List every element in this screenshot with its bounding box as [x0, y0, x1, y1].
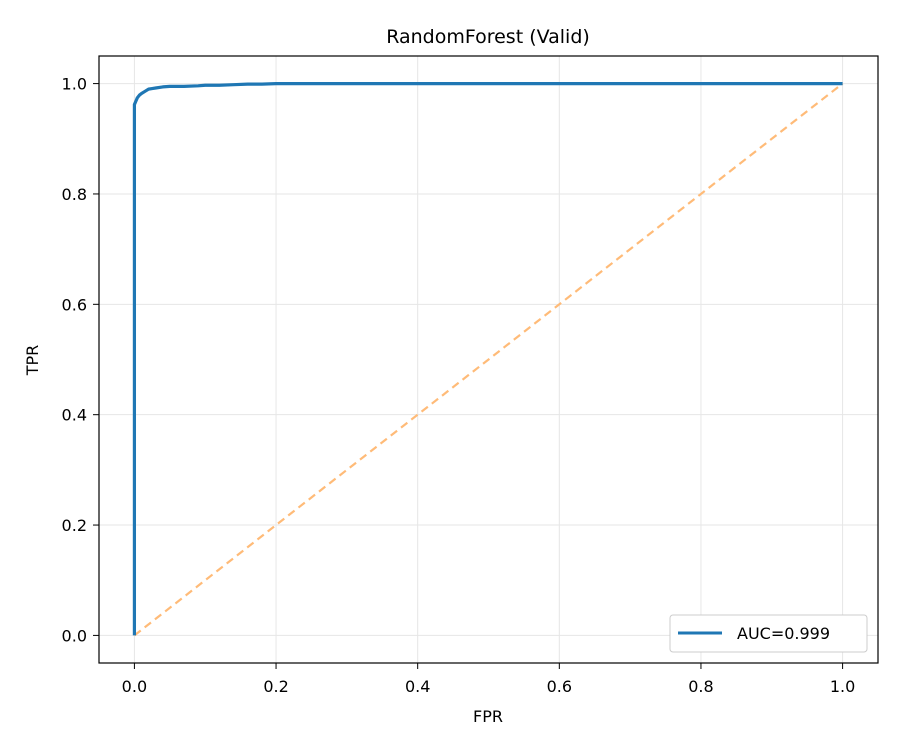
y-tick-label: 0.2	[62, 516, 87, 535]
legend-label: AUC=0.999	[737, 624, 830, 643]
x-tick-label: 1.0	[830, 677, 855, 696]
x-tick-label: 0.0	[122, 677, 147, 696]
x-tick-label: 0.4	[405, 677, 430, 696]
roc-curve-line	[132, 81, 843, 636]
y-tick-label: 0.8	[62, 185, 87, 204]
y-tick-label: 0.4	[62, 406, 87, 425]
legend: AUC=0.999	[669, 614, 868, 653]
x-axis-label: FPR	[473, 707, 503, 726]
plot-area	[132, 81, 844, 637]
x-tick-label: 0.8	[688, 677, 713, 696]
x-tick-label: 0.2	[263, 677, 288, 696]
y-tick-label: 0.6	[62, 295, 87, 314]
legend-box	[669, 614, 868, 653]
chart-title: RandomForest (Valid)	[386, 26, 590, 48]
plot-frame	[98, 55, 879, 664]
y-axis-label: TPR	[23, 345, 42, 377]
y-tick-label: 1.0	[62, 75, 87, 94]
x-tick-label: 0.6	[547, 677, 572, 696]
axis-ticks: 0.0 0.2 0.4 0.6 0.8 1.0 0.0 0.2 0.4 0.6 0.8 1.0	[62, 75, 856, 696]
chance-diagonal-line	[133, 82, 844, 637]
y-tick-label: 0.0	[62, 626, 87, 645]
grid	[99, 56, 878, 663]
